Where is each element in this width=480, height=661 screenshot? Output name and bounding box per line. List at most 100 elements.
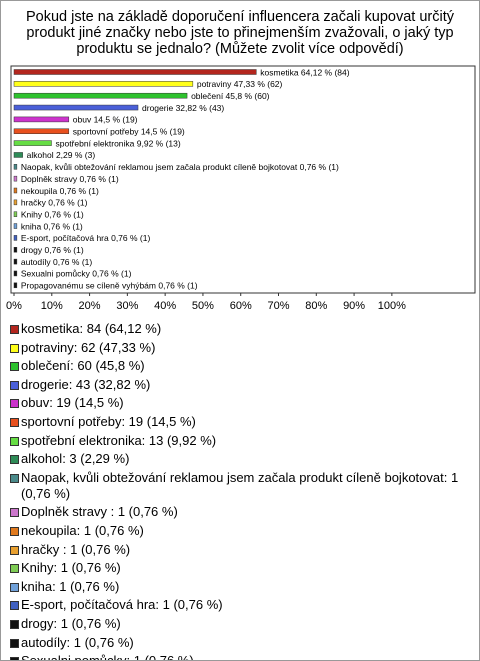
legend-label: E-sport, počítačová hra: 1 (0,76 %) (21, 597, 223, 613)
bar (13, 258, 18, 265)
legend-swatch (10, 619, 19, 629)
bar (13, 69, 257, 75)
legend-item: kosmetika: 84 (64,12 %) (9, 321, 471, 337)
bar (13, 235, 18, 241)
bar (13, 199, 18, 206)
legend-label: nekoupila: 1 (0,76 %) (21, 522, 144, 538)
value-label: hračky 0,76 % (1) (21, 198, 88, 208)
legend-swatch (10, 657, 19, 660)
x-tick-label: 0% (6, 300, 22, 312)
legend-item: kniha: 1 (0,76 %) (9, 579, 471, 595)
x-tick-label: 50% (192, 300, 214, 312)
bar (13, 92, 188, 99)
legend-item: autodíly: 1 (0,76 %) (9, 635, 471, 651)
bar (13, 187, 18, 194)
legend-item: Sexualni pomůcky: 1 (0,76 %) (9, 653, 471, 661)
bar (13, 282, 18, 289)
x-tick-label: 20% (79, 300, 101, 312)
bar (13, 81, 194, 87)
bar (13, 116, 70, 123)
legend-swatch (10, 582, 19, 592)
value-label: potraviny 47,33 % (62) (197, 79, 283, 89)
x-tick-label: 30% (116, 300, 138, 312)
chart: 0% 10% 20% 30% 40% 50% 60% 70% 80% 90% 100% kosmeti… (6, 65, 476, 312)
value-label: drogy 0,76 % (1) (21, 245, 84, 255)
x-tick-label: 60% (230, 300, 252, 312)
legend-item: Naopak, kvůli obtežování reklamou jsem z… (9, 470, 471, 502)
bar (13, 211, 18, 217)
value-label: Propagovanému se cíleně vyhýbám 0,76 % (… (21, 281, 198, 291)
x-tick-label: 80% (305, 300, 327, 312)
legend-swatch (10, 362, 19, 372)
value-label: alkohol 2,29 % (3) (27, 150, 96, 160)
x-tick-label: 10% (41, 300, 63, 312)
legend-swatch (10, 638, 19, 648)
legend-label: sportovní potřeby: 19 (14,5 %) (21, 413, 196, 429)
legend-label: kniha: 1 (0,76 %) (21, 578, 120, 594)
legend-swatch (10, 399, 19, 409)
legend-swatch (10, 473, 19, 483)
value-label: oblečení 45,8 % (60) (191, 91, 270, 101)
bar (13, 104, 139, 111)
legend-item: obuv: 19 (14,5 %) (9, 395, 471, 411)
legend-label: Doplněk stravy : 1 (0,76 %) (21, 504, 178, 520)
bar (13, 152, 23, 158)
value-label: spotřební elektronika 9,92 % (13) (55, 138, 180, 148)
legend-item: E-sport, počítačová hra: 1 (0,76 %) (9, 597, 471, 613)
legend-item: nekoupila: 1 (0,76 %) (9, 523, 471, 539)
value-label: nekoupila 0,76 % (1) (21, 186, 99, 196)
legend-swatch (10, 436, 19, 446)
value-label: drogerie 32,82 % (43) (142, 103, 224, 113)
legend-swatch (10, 601, 19, 611)
bar (13, 128, 70, 134)
legend-swatch (10, 343, 19, 353)
legend-swatch (10, 455, 19, 465)
bar (13, 175, 18, 182)
chart-title: Pokud jste na základě doporučení influen… (25, 9, 454, 57)
value-label: kosmetika 64,12 % (84) (260, 67, 349, 77)
legend-label: hračky : 1 (0,76 %) (21, 541, 131, 557)
x-tick-label: 70% (267, 300, 289, 312)
legend-label: Sexualni pomůcky: 1 (0,76 %) (21, 653, 194, 661)
legend-label: autodíly: 1 (0,76 %) (21, 634, 134, 650)
x-tick-label: 40% (154, 300, 176, 312)
legend-item: oblečení: 60 (45,8 %) (9, 358, 471, 374)
value-label: kniha 0,76 % (1) (21, 221, 83, 231)
legend-swatch (10, 545, 19, 555)
legend-swatch (10, 417, 19, 427)
legend-label: drogerie: 43 (32,82 %) (21, 376, 151, 392)
legend-item: Knihy: 1 (0,76 %) (9, 560, 471, 576)
legend-label: kosmetika: 84 (64,12 %) (21, 321, 162, 336)
legend-label: obuv: 19 (14,5 %) (21, 395, 124, 411)
legend-item: drogerie: 43 (32,82 %) (9, 377, 471, 393)
bar (13, 140, 52, 146)
legend-swatch (10, 508, 19, 518)
legend-label: Naopak, kvůli obtežování reklamou jsem z… (21, 469, 459, 501)
value-label: Sexualni pomůcky 0,76 % (1) (21, 269, 132, 279)
value-label: E-sport, počítačová hra 0,76 % (1) (21, 233, 151, 243)
legend-item: potraviny: 62 (47,33 %) (9, 340, 471, 356)
legend-label: drogy: 1 (0,76 %) (21, 615, 121, 631)
value-label: Doplněk stravy 0,76 % (1) (21, 174, 119, 184)
legend-swatch (10, 564, 19, 574)
bar (13, 270, 18, 277)
legend-item: drogy: 1 (0,76 %) (9, 616, 471, 632)
legend-item: spotřební elektronika: 13 (9,92 %) (9, 433, 471, 449)
value-label: Naopak, kvůli obtežování reklamou jsem z… (21, 162, 339, 172)
bar (13, 223, 18, 229)
legend-item: sportovní potřeby: 19 (14,5 %) (9, 414, 471, 430)
legend: kosmetika: 84 (64,12 %) potraviny: 62 (47… (9, 321, 471, 661)
value-label: Knihy 0,76 % (1) (21, 209, 84, 219)
plot-frame (10, 65, 476, 294)
x-tick-label: 100% (378, 300, 406, 312)
bar (13, 247, 18, 253)
x-tick-label: 90% (343, 300, 365, 312)
legend-label: alkohol: 3 (2,29 %) (21, 451, 130, 467)
legend-swatch (10, 325, 19, 334)
value-label: obuv 14,5 % (19) (73, 115, 138, 125)
value-label: sportovní potřeby 14,5 % (19) (73, 127, 185, 137)
bar (13, 164, 18, 170)
legend-swatch (10, 526, 19, 536)
value-label: autodíly 0,76 % (1) (21, 257, 93, 267)
